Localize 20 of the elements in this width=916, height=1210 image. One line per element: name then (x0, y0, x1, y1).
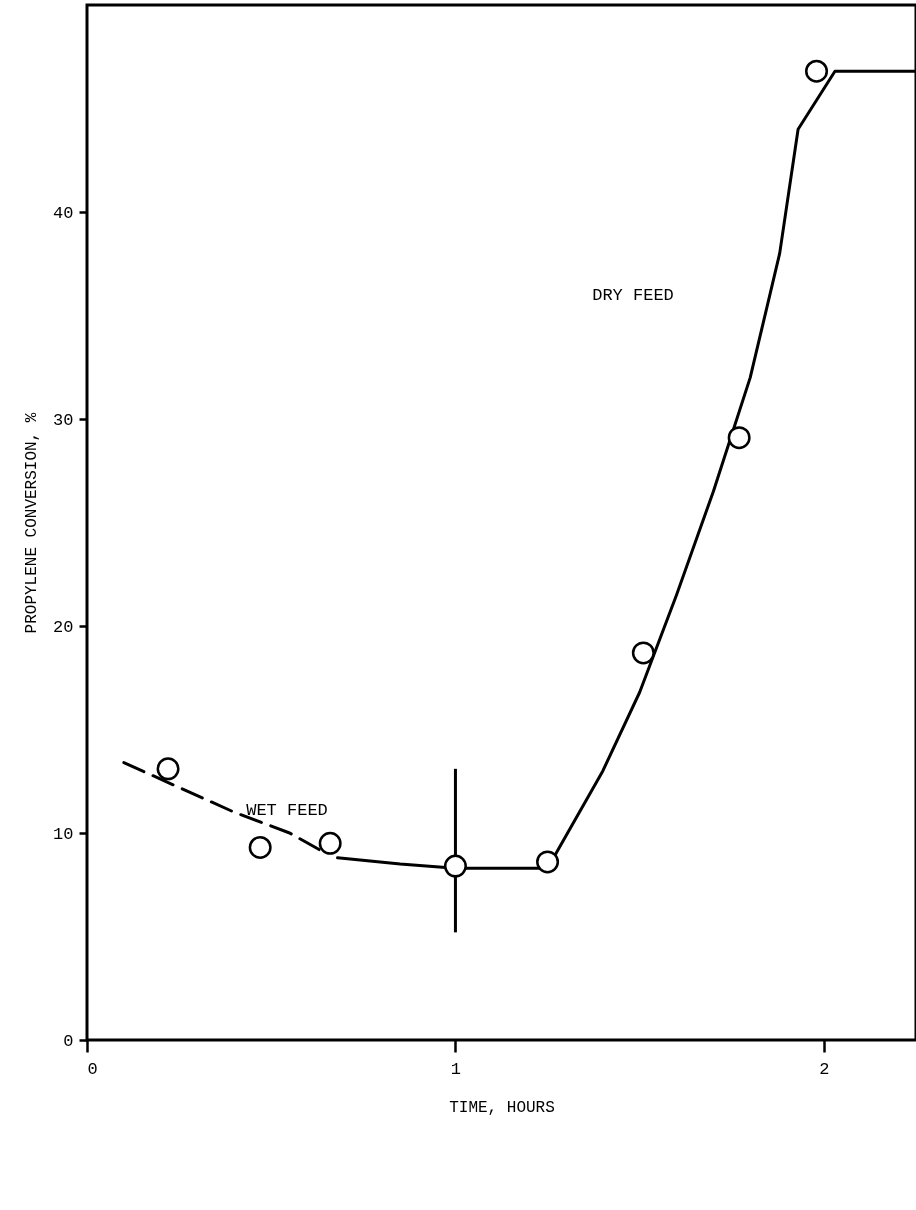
y-axis-title: PROPYLENE CONVERSION, % (23, 412, 42, 634)
point (248, 836, 272, 859)
annotation: WET FEED (246, 801, 328, 820)
y-tick-label: 0 (63, 1031, 74, 1051)
point (318, 831, 342, 855)
point (805, 59, 829, 83)
x-tick-label: 0 (87, 1059, 98, 1079)
x-tick-label: 2 (819, 1059, 830, 1079)
y-tick-label: 40 (53, 203, 74, 223)
y-tick-label: 20 (53, 617, 74, 637)
point (443, 854, 467, 878)
point (536, 850, 560, 874)
y-tick-label: 30 (53, 410, 74, 430)
point (156, 757, 180, 781)
point (727, 426, 751, 450)
y-tick-label: 10 (53, 824, 74, 844)
x-axis-title: TIME, HOURS (449, 1098, 555, 1117)
x-tick-label: 1 (450, 1059, 462, 1079)
point (631, 641, 655, 665)
annotation: DRY FEED (592, 286, 674, 305)
